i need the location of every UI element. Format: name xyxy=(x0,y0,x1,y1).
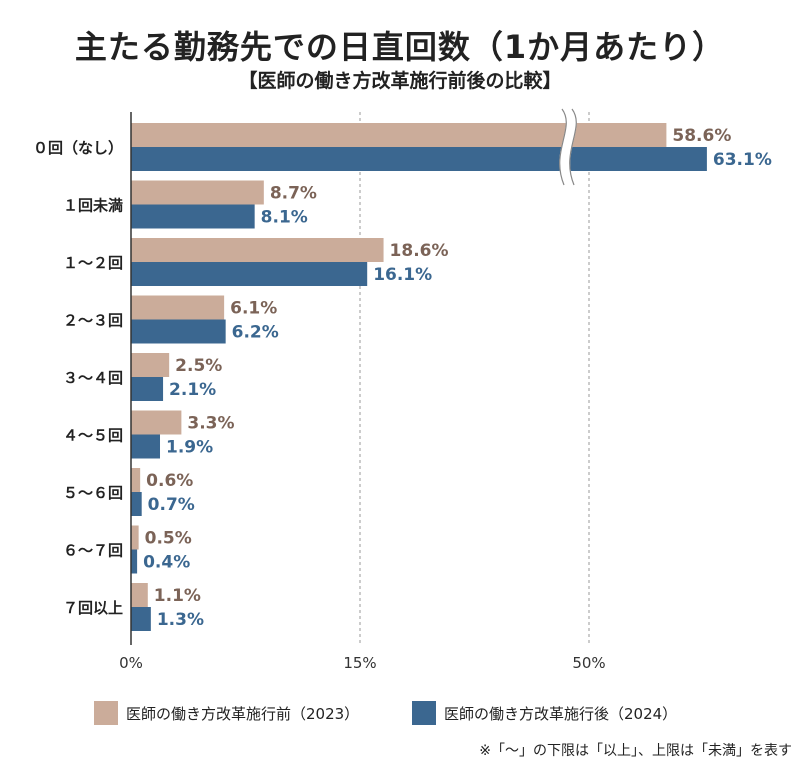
footnote: ※「〜」の下限は「以上」、上限は「未満」を表す xyxy=(479,743,792,759)
bar-before-5 xyxy=(131,410,182,435)
legend-item-after: 医師の働き方改革施行後（2024） xyxy=(412,698,677,728)
data-label-before-2: 18.6% xyxy=(390,241,449,261)
legend-label-before: 医師の働き方改革施行前（2023） xyxy=(126,704,360,723)
bar-before-0 xyxy=(131,123,667,147)
axis-break-line-right xyxy=(569,108,577,186)
data-label-before-4: 2.5% xyxy=(175,356,222,376)
bar-after-3 xyxy=(131,319,226,344)
category-label-2: １〜２回 xyxy=(63,254,123,272)
category-label-1: １回未満 xyxy=(63,197,123,215)
data-label-after-8: 1.3% xyxy=(157,610,204,630)
bar-after-5 xyxy=(131,434,161,459)
category-label-8: ７回以上 xyxy=(63,599,123,617)
bar-before-1 xyxy=(131,180,264,205)
bar-before-2 xyxy=(131,238,384,262)
category-label-4: ３〜４回 xyxy=(63,369,123,387)
axis-break-line-left xyxy=(559,108,567,186)
bar-before-8 xyxy=(131,583,148,607)
data-label-before-0: 58.6% xyxy=(672,126,731,146)
bar-chart: 58.6% 63.1% ０回（なし） 8.7% 8.1% １回未満 18.6% 16.1% １〜… xyxy=(33,108,772,672)
data-label-before-8: 1.1% xyxy=(154,586,201,606)
bar-after-0 xyxy=(131,147,707,171)
data-label-after-3: 6.2% xyxy=(232,323,279,343)
x-tick-label-1: 15% xyxy=(343,654,376,672)
data-label-after-0: 63.1% xyxy=(713,150,772,170)
x-tick-label-0: 0% xyxy=(119,654,143,672)
legend: 医師の働き方改革施行前（2023） 医師の働き方改革施行後（2024） xyxy=(94,698,794,728)
data-label-after-2: 16.1% xyxy=(373,265,432,285)
data-label-before-3: 6.1% xyxy=(230,299,277,319)
bar-before-6 xyxy=(131,468,141,492)
category-label-7: ６〜７回 xyxy=(63,542,123,560)
category-label-5: ４〜５回 xyxy=(63,427,123,445)
bar-before-3 xyxy=(131,295,225,320)
legend-swatch-before xyxy=(94,701,118,725)
bar-after-2 xyxy=(131,262,368,286)
data-label-before-1: 8.7% xyxy=(270,184,317,204)
data-label-before-5: 3.3% xyxy=(187,414,234,434)
bar-before-4 xyxy=(131,353,170,377)
category-label-6: ５〜６回 xyxy=(63,484,123,502)
data-label-after-6: 0.7% xyxy=(148,495,195,515)
chart-title: 主たる勤務先での日直回数（1か月あたり） xyxy=(74,28,726,66)
legend-label-after: 医師の働き方改革施行後（2024） xyxy=(444,704,678,723)
legend-item-before: 医師の働き方改革施行前（2023） xyxy=(94,698,359,728)
bar-after-1 xyxy=(131,204,255,229)
data-label-after-1: 8.1% xyxy=(261,208,308,228)
category-label-3: ２〜３回 xyxy=(63,312,123,330)
chart-subtitle: 【医師の働き方改革施行前後の比較】 xyxy=(238,70,562,92)
data-label-before-6: 0.6% xyxy=(146,471,193,491)
data-label-after-7: 0.4% xyxy=(143,553,190,573)
bar-after-7 xyxy=(131,549,138,574)
data-label-before-7: 0.5% xyxy=(145,529,192,549)
bar-after-8 xyxy=(131,607,151,631)
category-label-0: ０回（なし） xyxy=(33,139,123,157)
bar-before-7 xyxy=(131,525,139,550)
bar-after-4 xyxy=(131,377,164,401)
x-tick-label-2: 50% xyxy=(572,654,605,672)
legend-swatch-after xyxy=(412,701,436,725)
data-label-after-5: 1.9% xyxy=(166,438,213,458)
data-label-after-4: 2.1% xyxy=(169,380,216,400)
bar-after-6 xyxy=(131,492,142,516)
